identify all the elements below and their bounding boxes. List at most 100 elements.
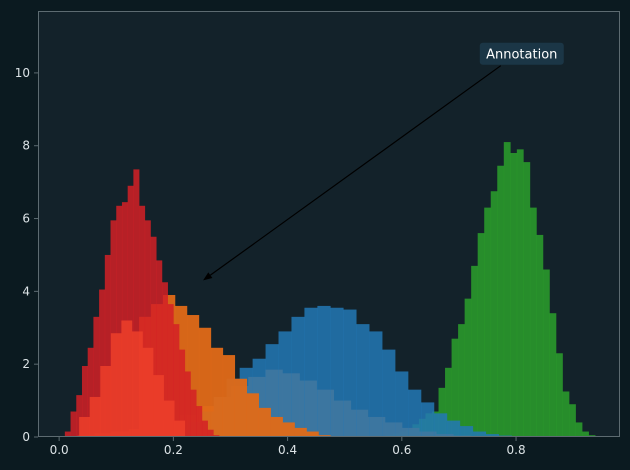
histogram-bar-series-3 — [291, 316, 305, 437]
histogram-bar-series-5 — [76, 395, 83, 437]
annotation-label: Annotation — [486, 48, 557, 63]
histogram-bar-series-5 — [161, 282, 168, 437]
histogram-bar-series-5 — [70, 411, 77, 437]
histogram-bar-series-3 — [382, 349, 396, 437]
histogram-bar-series-5 — [179, 349, 186, 437]
histogram-bar-series-5 — [150, 236, 157, 437]
histogram-bar-series-3 — [433, 413, 448, 437]
histogram-bar-series-5 — [93, 316, 100, 437]
y-tick-label: 4 — [22, 284, 30, 298]
histogram-bar-series-4 — [258, 407, 271, 437]
histogram-bar-series-6 — [121, 320, 133, 437]
histogram-bars — [64, 142, 596, 438]
histogram-bar-series-1 — [503, 142, 511, 438]
histogram-bar-series-5 — [144, 220, 151, 437]
histogram-bar-series-6 — [79, 416, 90, 437]
histogram-bar-series-3 — [369, 331, 383, 437]
histogram-bar-series-5 — [121, 202, 128, 437]
histogram-bar-series-5 — [104, 254, 111, 437]
histogram-bar-series-3 — [420, 402, 435, 437]
histogram-bar-series-5 — [207, 429, 214, 437]
annotation-arrow — [210, 65, 502, 276]
axes-frame — [38, 11, 620, 437]
histogram-bar-series-3 — [330, 307, 344, 437]
histogram-bar-series-1 — [536, 234, 544, 437]
histogram-bar-series-4 — [270, 416, 283, 437]
histogram-bar-series-5 — [201, 420, 208, 437]
histogram-bar-series-3 — [356, 324, 370, 437]
histogram-bar-series-1 — [477, 233, 485, 437]
histogram-bar-series-5 — [167, 304, 174, 437]
histogram-bar-series-5 — [116, 205, 123, 437]
histogram-bar-series-5 — [127, 185, 134, 437]
histogram-bar-series-5 — [99, 289, 106, 437]
histogram-bar-series-6 — [153, 375, 164, 437]
histogram-bar-series-4 — [282, 422, 295, 437]
histogram-bar-series-1 — [438, 387, 446, 437]
histogram-bar-series-3 — [278, 331, 292, 437]
histogram-bar-series-1 — [549, 313, 557, 437]
y-tick-label: 8 — [22, 139, 30, 153]
histogram-bar-series-3 — [408, 389, 422, 437]
histogram-bar-series-1 — [471, 265, 478, 437]
histogram-bar-series-6 — [163, 400, 175, 437]
histogram-bar-series-5 — [64, 431, 71, 437]
histogram-bar-series-1 — [582, 431, 589, 437]
x-tick-label: 0.6 — [392, 443, 411, 457]
histogram-bar-series-5 — [196, 406, 203, 437]
histogram-bar-series-5 — [81, 366, 88, 437]
annotation: Annotation — [203, 42, 564, 281]
x-axis: 0.0 0.2 0.4 0.6 0.8 — [50, 437, 526, 457]
x-tick-label: 0.8 — [507, 443, 526, 457]
histogram-bar-series-1 — [523, 162, 531, 437]
histogram-bar-series-5 — [110, 220, 117, 437]
histogram-bar-series-6 — [110, 333, 122, 437]
annotation-arrowhead — [203, 272, 213, 281]
histogram-bar-series-6 — [100, 366, 112, 437]
histogram-bar-series-3 — [472, 431, 487, 437]
histogram-bar-series-6 — [142, 347, 154, 437]
y-tick-label: 0 — [22, 430, 30, 444]
histogram-bar-series-4 — [210, 347, 224, 437]
histogram-bar-series-1 — [555, 353, 563, 437]
histogram-bar-series-3 — [459, 426, 474, 437]
histogram-bar-series-1 — [497, 165, 505, 437]
histogram-bar-series-1 — [484, 207, 492, 437]
histogram-bar-series-3 — [446, 420, 461, 437]
histogram-bar-series-1 — [529, 207, 537, 437]
histogram-bar-series-4 — [294, 427, 307, 437]
histogram-bar-series-1 — [510, 153, 518, 437]
y-tick-label: 2 — [22, 357, 30, 371]
histogram-bar-series-5 — [139, 205, 146, 437]
y-tick-label: 10 — [15, 66, 30, 80]
histogram-bar-series-5 — [133, 169, 140, 437]
x-tick-label: 0.2 — [164, 443, 183, 457]
histogram-bar-series-5 — [87, 347, 94, 437]
y-tick-label: 6 — [22, 212, 30, 226]
histogram-bar-series-3 — [485, 434, 500, 437]
histogram-bar-series-6 — [174, 420, 186, 437]
x-tick-label: 0.4 — [278, 443, 297, 457]
histogram-bar-series-1 — [569, 404, 576, 437]
histogram-bar-series-1 — [451, 338, 459, 437]
histogram-bar-series-4 — [306, 431, 319, 437]
histogram-bar-series-3 — [395, 371, 409, 437]
x-tick-label: 0.0 — [50, 443, 69, 457]
histogram-bar-series-1 — [575, 422, 583, 437]
histogram-bar-series-1 — [458, 324, 465, 437]
histogram-bar-series-5 — [190, 389, 197, 437]
histogram-bar-series-1 — [562, 391, 570, 437]
histogram-bar-series-5 — [184, 371, 191, 437]
histogram-bar-series-3 — [304, 307, 318, 437]
annotation-box — [479, 42, 564, 65]
histogram-bar-series-4 — [246, 393, 259, 437]
histogram-bar-series-3 — [343, 309, 357, 437]
histogram-bar-series-6 — [131, 331, 143, 437]
y-axis: 0 2 4 6 8 10 — [15, 66, 38, 444]
histogram-bar-series-1 — [490, 191, 498, 437]
histogram-bar-series-1 — [542, 269, 550, 437]
histogram-bar-series-3 — [317, 305, 331, 437]
histogram-bar-series-1 — [464, 298, 472, 437]
